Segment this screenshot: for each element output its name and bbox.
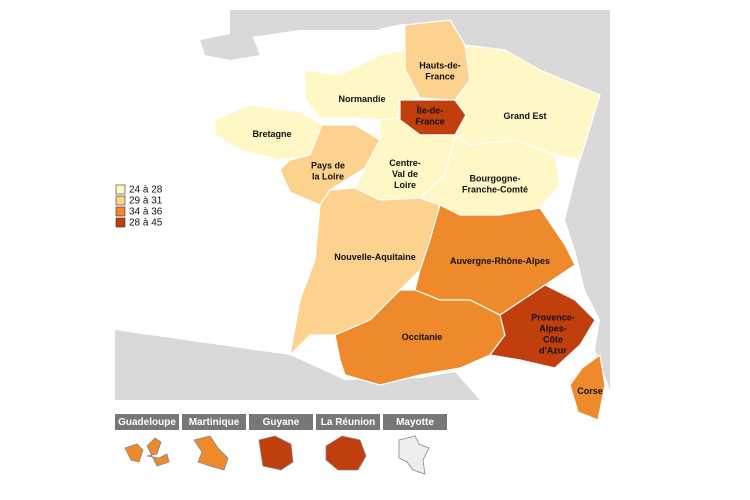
overseas-region [258,435,294,471]
label: Pays de la Loire [311,161,345,182]
region [569,353,606,421]
legend-swatch [115,206,126,217]
label: Grand Est [503,111,546,121]
legend-label: 24 à 28 [129,185,163,196]
region [488,284,596,369]
overseas-header [316,414,380,430]
label: Auvergne-Rhône-Alpes [450,256,550,266]
overseas-header [115,414,179,430]
neighbor-land [200,30,260,60]
overseas-header [182,414,246,430]
legend-swatch [115,195,126,206]
label: Guadeloupe [118,417,176,428]
label: Normandie [338,94,385,104]
label: Mayotte [396,417,434,428]
label: Bourgogne-Franche-Comté [462,174,528,195]
label: Bretagne [252,129,291,139]
label: Centre-Val de Loire [389,158,421,190]
overseas-region [325,435,367,471]
label: Provence-Alpes-Côte d'Azur [531,313,575,356]
overseas-header [383,414,447,430]
legend-label: 28 à 45 [129,218,163,229]
label: Guyane [263,417,300,428]
neighbor-land [230,10,610,390]
overseas-region [124,437,170,467]
legend-swatch [115,217,126,228]
legend-label: 34 à 36 [129,207,163,218]
label: Hauts-de-France [419,61,461,82]
label: Occitanie [402,332,443,342]
label: Île-de-France [415,105,445,127]
legend-label: 29 à 31 [129,196,163,207]
label: Martinique [189,417,240,428]
label: La Réunion [321,417,375,428]
label: Nouvelle-Aquitaine [334,252,416,262]
overseas-region [193,435,229,471]
label: Corse [577,386,603,396]
overseas-region [398,435,430,475]
region [289,187,441,357]
legend-swatch [115,184,126,195]
overseas-header [249,414,313,430]
sea-line [379,23,406,32]
